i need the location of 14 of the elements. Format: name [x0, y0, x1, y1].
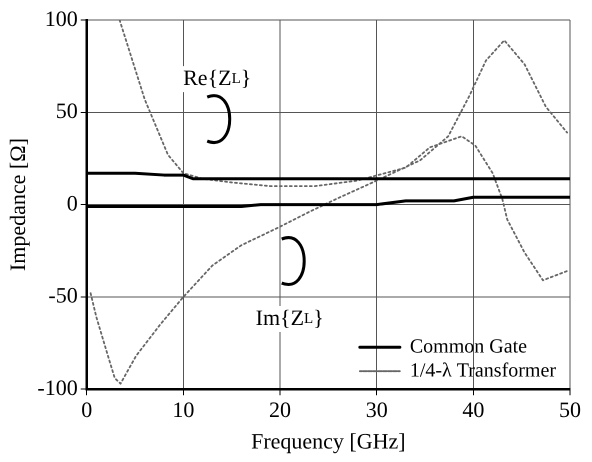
- y-tick-label: 0: [66, 190, 78, 216]
- x-tick-label: 30: [366, 397, 388, 422]
- x-tick-label: 40: [462, 397, 484, 422]
- y-tick-label: 50: [56, 98, 78, 124]
- y-tick-label: 100: [44, 6, 78, 31]
- y-axis-title: Impedance [Ω]: [4, 138, 30, 272]
- x-axis-title: Frequency [GHz]: [251, 428, 406, 454]
- y-tick-label: -100: [37, 374, 78, 400]
- annotation: Im{ZL}: [256, 304, 324, 330]
- x-tick-label: 10: [172, 397, 194, 422]
- x-tick-label: 20: [269, 397, 292, 422]
- annotation: Re{ZL}: [183, 64, 252, 90]
- y-tick-label: -50: [48, 282, 78, 308]
- x-tick-label: 50: [559, 397, 581, 422]
